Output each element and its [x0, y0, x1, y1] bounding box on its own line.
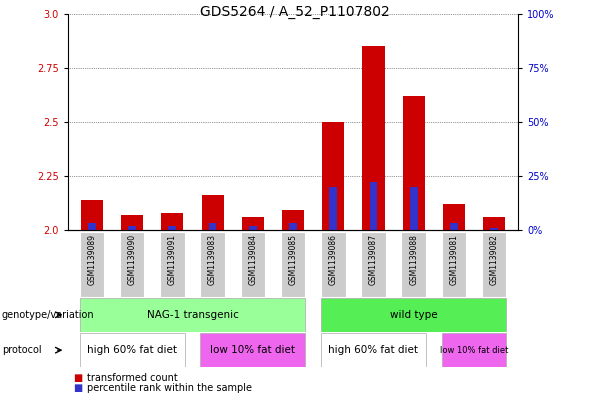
Bar — [482, 232, 507, 297]
Bar — [80, 298, 305, 332]
Text: GSM1139084: GSM1139084 — [249, 234, 257, 285]
Text: GSM1139081: GSM1139081 — [449, 234, 458, 285]
Text: GDS5264 / A_52_P1107802: GDS5264 / A_52_P1107802 — [200, 5, 389, 19]
Bar — [329, 187, 337, 230]
Bar — [168, 226, 176, 230]
Text: transformed count: transformed count — [87, 373, 178, 383]
Text: GSM1139088: GSM1139088 — [409, 234, 418, 285]
Text: GSM1139086: GSM1139086 — [329, 234, 337, 285]
Bar — [321, 232, 346, 297]
Bar — [282, 211, 304, 230]
Bar — [490, 228, 498, 230]
Bar — [80, 232, 104, 297]
Text: high 60% fat diet: high 60% fat diet — [87, 345, 177, 355]
Text: protocol: protocol — [2, 345, 41, 355]
Bar — [410, 187, 418, 230]
Bar — [450, 223, 458, 230]
Text: GSM1139091: GSM1139091 — [168, 234, 177, 285]
Bar — [240, 232, 265, 297]
Text: high 60% fat diet: high 60% fat diet — [329, 345, 419, 355]
Bar — [442, 333, 507, 367]
Text: GSM1139085: GSM1139085 — [289, 234, 297, 285]
Bar — [322, 122, 345, 230]
Bar — [88, 223, 96, 230]
Bar — [249, 226, 257, 230]
Bar — [281, 232, 305, 297]
Text: GSM1139083: GSM1139083 — [208, 234, 217, 285]
Bar — [370, 182, 378, 230]
Bar — [443, 204, 465, 230]
Text: percentile rank within the sample: percentile rank within the sample — [87, 383, 252, 393]
Bar — [241, 217, 264, 230]
Text: ■: ■ — [74, 383, 83, 393]
Bar — [81, 200, 103, 230]
Bar — [402, 232, 426, 297]
Text: NAG-1 transgenic: NAG-1 transgenic — [147, 310, 239, 320]
Text: ■: ■ — [74, 373, 83, 383]
Text: GSM1139087: GSM1139087 — [369, 234, 378, 285]
Bar — [120, 232, 144, 297]
Text: wild type: wild type — [390, 310, 438, 320]
Bar — [483, 217, 505, 230]
Text: low 10% fat diet: low 10% fat diet — [210, 345, 295, 355]
Bar — [289, 223, 297, 230]
Text: GSM1139090: GSM1139090 — [128, 234, 137, 285]
Text: low 10% fat diet: low 10% fat diet — [440, 346, 508, 354]
Bar — [442, 232, 466, 297]
Bar — [403, 96, 425, 230]
Bar — [200, 232, 225, 297]
Bar — [201, 195, 224, 230]
Bar — [200, 333, 305, 367]
Text: GSM1139082: GSM1139082 — [489, 234, 499, 285]
Bar — [128, 226, 136, 230]
Bar — [80, 333, 184, 367]
Bar — [209, 223, 216, 230]
Text: genotype/variation: genotype/variation — [2, 310, 94, 320]
Bar — [321, 333, 426, 367]
Bar — [160, 232, 184, 297]
Bar — [321, 298, 507, 332]
Text: GSM1139089: GSM1139089 — [87, 234, 97, 285]
Bar — [361, 232, 386, 297]
Bar — [362, 46, 385, 230]
Bar — [121, 215, 143, 230]
Bar — [161, 213, 183, 230]
